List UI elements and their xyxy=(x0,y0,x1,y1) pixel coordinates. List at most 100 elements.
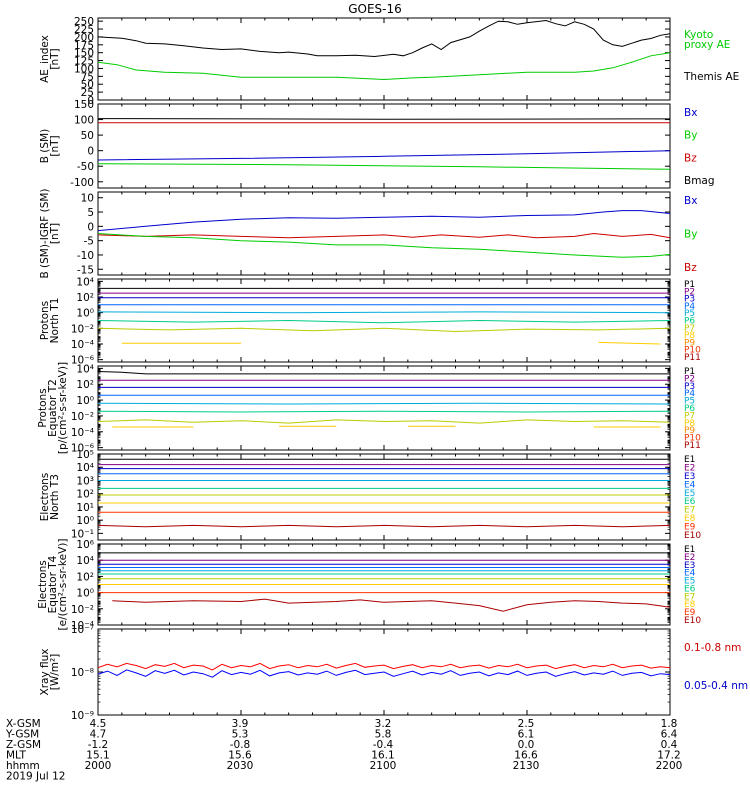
y-tick-label: 10⁻⁶ xyxy=(71,355,94,367)
series-group xyxy=(98,662,670,678)
legend-entry: P11 xyxy=(684,353,701,363)
legend-entry: P10 xyxy=(684,434,701,444)
y-tick-label: -15 xyxy=(77,264,94,276)
y-tick-label: 10⁻⁴ xyxy=(71,339,94,351)
y-axis-title: Protons xyxy=(37,388,49,427)
y-axis-title: B (SM)-IGRF (SM) xyxy=(39,188,51,278)
legend-entry: E3 xyxy=(684,561,695,571)
legend-entry: P3 xyxy=(684,295,695,305)
y-axis-title: Electrons xyxy=(39,473,51,522)
y-tick-label: 10² xyxy=(76,571,94,583)
footer-row-label: Y-GSM xyxy=(5,729,39,741)
footer-value: 0.0 xyxy=(518,739,535,751)
series-line-p7 xyxy=(98,419,670,424)
y-tick-label: 10⁻⁹ xyxy=(71,710,94,722)
y-tick-label: 10⁻⁸ xyxy=(71,667,94,679)
series-group xyxy=(98,552,670,612)
y-tick-label: 10⁻⁴ xyxy=(71,427,94,439)
legend-entry: Bmag xyxy=(684,175,715,187)
y-tick-label: -10 xyxy=(77,250,94,262)
legend-entry: By xyxy=(684,130,697,142)
footer-value: 2030 xyxy=(227,760,254,772)
y-tick-label: 100 xyxy=(74,115,94,127)
y-tick-label: 0 xyxy=(87,95,94,107)
legend-entry: P1 xyxy=(684,280,695,290)
footer-value: 5.3 xyxy=(232,729,249,741)
y-tick-label: 10⁻² xyxy=(71,323,94,335)
y-axis-title: [p/(cm²-s-sr-keV)] xyxy=(57,362,69,454)
legend-entry: P8 xyxy=(684,331,695,341)
panel-stack: 0255075100125150175200225250AE_index[nT]… xyxy=(37,16,748,722)
legend-entry: P6 xyxy=(684,404,695,414)
legend-entry: E9 xyxy=(684,608,696,618)
y-tick-label: 10¹ xyxy=(76,502,94,514)
series-group xyxy=(98,371,670,428)
y-tick-label: 225 xyxy=(74,24,94,36)
legend-entry: Themis AE xyxy=(683,71,739,83)
legend-entry: P1 xyxy=(684,367,695,377)
y-tick-label: 10⁰ xyxy=(76,308,94,320)
footer-value: 6.4 xyxy=(661,729,678,741)
legend-entry: E8 xyxy=(684,600,696,610)
footer-value: 0.4 xyxy=(661,739,678,751)
legend-entry: P5 xyxy=(684,397,695,407)
panel-8: 10⁻⁹ 10⁻⁸ 10⁻⁷ Xray flux[W/m²] 0.1-0.8 nm 0.0… xyxy=(39,624,748,722)
footer-value: 3.2 xyxy=(375,718,392,730)
series-group xyxy=(98,210,670,258)
legend-entry: P4 xyxy=(684,302,695,312)
legend-entry: E6 xyxy=(684,497,696,507)
series-line-kyoto-proxy-ae xyxy=(98,52,670,81)
footer-value: 2100 xyxy=(370,760,397,772)
legend-entry: E7 xyxy=(684,592,695,602)
footer-value: 15.6 xyxy=(228,750,252,762)
y-axis-title: Electrons xyxy=(37,560,49,609)
y-tick-label: 10² xyxy=(76,379,94,391)
y-tick-label: -100 xyxy=(70,177,94,189)
y-tick-label: 10² xyxy=(76,292,94,304)
legend-entry: P7 xyxy=(684,411,695,421)
y-axis-title: North T1 xyxy=(49,298,61,344)
footer-row-label: Z-GSM xyxy=(6,739,41,751)
y-tick-label: -5 xyxy=(84,236,94,248)
figure-title: GOES-16 xyxy=(348,2,402,16)
legend-entry: E4 xyxy=(684,569,696,579)
y-tick-label: 10⁰ xyxy=(76,588,94,600)
y-tick-label: 0 xyxy=(87,146,94,158)
legend-entry: P5 xyxy=(684,309,695,319)
series-line-themis-ae xyxy=(98,19,670,58)
panel-3-frame xyxy=(97,191,671,276)
legend-entry: By xyxy=(684,229,697,241)
legend-entry: Bz xyxy=(684,152,697,164)
legend-entry: proxy AE xyxy=(684,39,730,51)
series-line-e10 xyxy=(112,598,670,612)
y-tick-label: 10² xyxy=(76,489,94,501)
y-tick-label: 10⁴ xyxy=(76,462,94,474)
y-tick-label: 150 xyxy=(74,99,94,111)
series-group xyxy=(98,118,670,170)
y-tick-label: 10³ xyxy=(76,475,94,487)
series-line-0-1-0-8-nm xyxy=(98,662,670,671)
y-tick-label: 150 xyxy=(74,48,94,60)
series-line-p5 xyxy=(98,311,670,314)
legend-entry: E7 xyxy=(684,506,695,516)
legend-entry: Bx xyxy=(684,107,697,119)
footer-value: 16.6 xyxy=(514,750,538,762)
footer-value: -0.4 xyxy=(373,739,394,751)
series-line-p7 xyxy=(98,327,670,333)
legend-entry: E3 xyxy=(684,472,695,482)
legend-entry: P7 xyxy=(684,324,695,334)
y-tick-label: 50 xyxy=(81,79,94,91)
series-line-by xyxy=(98,163,670,170)
legend-entry: E1 xyxy=(684,545,695,555)
y-axis-title: Equator T2 xyxy=(47,379,59,437)
legend-entry: E10 xyxy=(684,531,701,541)
legend-entry: P6 xyxy=(684,317,695,327)
y-tick-label: 10⁻⁴ xyxy=(71,620,94,632)
panel-5-frame xyxy=(97,365,671,451)
footer-date: 2019 Jul 12 xyxy=(6,771,65,783)
y-tick-label: 10⁴ xyxy=(76,555,94,567)
y-tick-label: 10⁶ xyxy=(76,539,94,551)
